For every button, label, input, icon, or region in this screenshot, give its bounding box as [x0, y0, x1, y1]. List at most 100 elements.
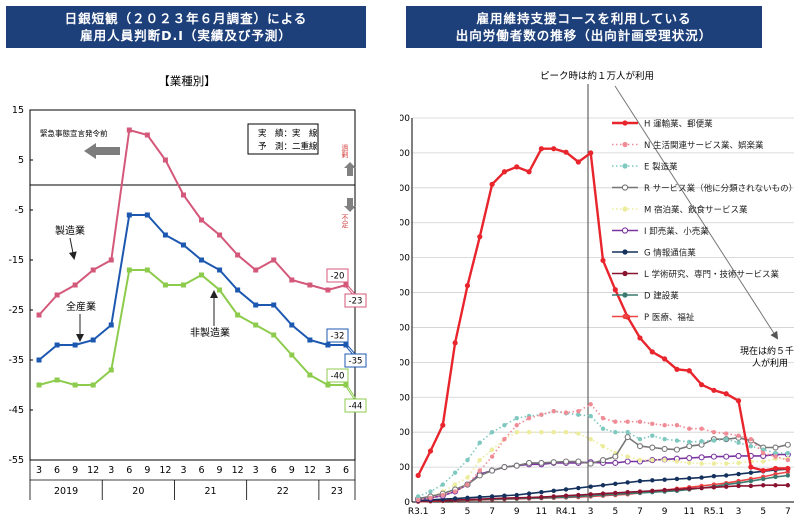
right-point-3-13: [575, 458, 582, 465]
right-point-1-7: [502, 436, 507, 442]
left-point-2-17: [343, 382, 349, 388]
right-point-1-18: [637, 419, 643, 424]
right-point-0-22: [686, 368, 692, 374]
legend-label-1: N 生活関連サービス業、娯楽業: [644, 140, 764, 151]
right-point-0-0: [415, 472, 421, 479]
left-forecast-label-2: -44: [349, 402, 363, 412]
legend-label-9: P 医療、福祉: [644, 312, 695, 323]
left-point-0-5: [126, 127, 132, 133]
left-header-line1: 日銀短観（２０２３年６月調査）による: [64, 11, 308, 26]
left-grid: [29, 109, 356, 461]
right-point-6-8: [514, 492, 519, 498]
right-point-0-14: [588, 150, 594, 156]
left-point-1-17: [343, 342, 349, 348]
left-xtick-8: 3: [180, 465, 186, 476]
left-panel-header: 日銀短観（２０２３年６月調査）による 雇用人員判断D.I（実績及び予測）: [6, 6, 366, 48]
right-xtick-0: R3.1: [408, 507, 429, 517]
label-arrows: [68, 237, 218, 342]
right-point-4-14: [588, 436, 593, 442]
right-ytick-7: 3500: [400, 254, 410, 264]
right-point-6-22: [687, 476, 692, 481]
manufacturing-label: 製造業: [55, 224, 85, 237]
right-point-3-5: [476, 472, 483, 479]
right-point-0-1: [427, 448, 434, 454]
left-year-3: 22: [277, 486, 289, 497]
right-point-3-10: [538, 459, 545, 466]
right-point-7-29: [773, 483, 778, 488]
left-arrow-icon: [84, 143, 120, 159]
right-point-3-29: [772, 444, 779, 451]
left-point-1-14: [289, 322, 295, 328]
right-ytick-0: 0: [404, 498, 410, 508]
right-point-7-30: [785, 483, 791, 488]
right-point-1-29: [773, 454, 778, 459]
now-annotation-line1: 現在は約５千: [740, 345, 794, 357]
right-point-1-5: [477, 468, 482, 473]
right-point-1-1: [428, 495, 433, 501]
right-point-7-18: [637, 489, 643, 494]
left-point-1-3: [90, 337, 96, 343]
legend-label-2: E 製造業: [644, 162, 678, 173]
right-point-7-27: [748, 483, 754, 489]
right-point-0-19: [649, 349, 655, 355]
right-point-4-28: [760, 459, 766, 464]
right-point-4-10: [539, 429, 544, 435]
right-point-3-12: [562, 458, 570, 465]
right-point-7-17: [625, 490, 630, 495]
left-header-line2: 雇用人員判断D.I（実績及び予測）: [80, 28, 292, 43]
right-point-1-12: [563, 410, 569, 415]
left-point-0-14: [289, 277, 295, 283]
employment-di-chart: 【業種別】 15 5 -5 -15 -25 -35 -45 -55 3 6 9 12 3 6 9 12 3 6 9…: [8, 74, 367, 500]
right-point-2-18: [637, 436, 643, 442]
right-point-4-21: [674, 459, 680, 464]
right-point-6-6: [489, 494, 495, 499]
left-year-4: 23: [331, 486, 343, 497]
left-end-label-box-1: [326, 328, 349, 343]
left-xtick-0: 3: [36, 465, 42, 476]
legend-label-0: H 運輸業、郵便業: [644, 119, 713, 130]
left-point-0-6: [144, 132, 150, 138]
right-point-1-6: [489, 454, 495, 459]
right-point-2-1: [428, 489, 433, 494]
right-point-0-9: [526, 169, 532, 175]
left-x-axis: 3 6 9 12 3 6 9 12 3 6 9 12 3 6 9 12 3 6 2019 20 21 22 23: [29, 460, 356, 500]
right-point-1-9: [526, 416, 532, 421]
right-grid: [411, 117, 794, 503]
right-point-8-28: [760, 476, 766, 482]
up-arrow-icon: [344, 162, 356, 176]
right-point-3-9: [526, 459, 533, 466]
left-point-2-4: [108, 367, 114, 373]
left-xtick-5: 6: [126, 465, 132, 476]
left-point-1-2: [72, 342, 78, 348]
right-ytick-9: 4500: [400, 184, 410, 194]
right-point-0-23: [698, 382, 705, 388]
right-ytick-5: 2500: [400, 323, 410, 333]
right-point-2-26: [736, 440, 741, 445]
legend-label-3: R サービス業（他に分類されないもの）: [644, 183, 797, 194]
peak-annotation: ピーク時は約１万人が利用: [540, 70, 654, 82]
legend-forecast: 予 測：二重線: [258, 141, 318, 152]
right-point-0-24: [711, 387, 717, 393]
left-year-0: 2019: [54, 486, 78, 497]
right-point-2-22: [687, 439, 692, 445]
shortage-label: 不足: [341, 214, 349, 229]
left-point-1-0: [36, 357, 42, 363]
left-forecast-label-box-1: [344, 353, 367, 368]
right-point-6-18: [637, 478, 643, 484]
left-ytick-6: -45: [8, 405, 24, 416]
right-x-axis: R3.1 3 5 7 9 11 R4.1 3 5 7 9 11 R5.1 3 5 7: [408, 507, 791, 517]
right-ytick-11: 5500: [400, 114, 410, 124]
left-forecast-label-1: -35: [349, 357, 363, 367]
right-point-1-11: [551, 409, 556, 414]
left-xtick-2: 9: [72, 465, 78, 476]
left-y-axis: 15 5 -5 -15 -25 -35 -45 -55: [8, 105, 33, 466]
left-point-0-17: [343, 282, 349, 288]
left-series: [36, 127, 360, 407]
left-ytick-0: 15: [12, 105, 24, 116]
right-point-7-24: [711, 485, 717, 490]
right-point-4-24: [711, 461, 717, 466]
right-xtick-5: 11: [536, 507, 547, 517]
right-point-2-3: [452, 470, 458, 475]
right-series-line-0: [417, 147, 788, 477]
